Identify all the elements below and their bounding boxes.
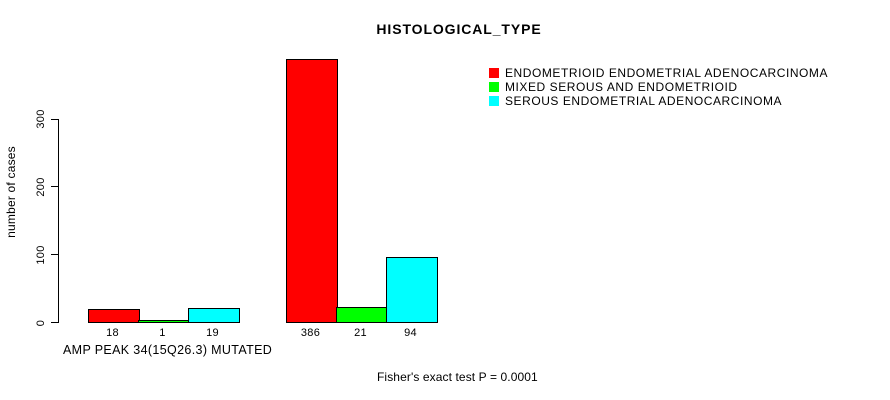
- y-axis-tick: [51, 254, 58, 256]
- y-axis-tick: [51, 118, 58, 120]
- bar: [285, 59, 338, 323]
- annotation-pvalue: Fisher's exact test P = 0.0001: [377, 370, 538, 384]
- legend-swatch-icon: [489, 68, 499, 78]
- legend-item: MIXED SEROUS AND ENDOMETRIOID: [489, 80, 828, 94]
- legend-swatch-icon: [489, 82, 499, 92]
- bar: [385, 257, 438, 323]
- y-axis-tick: [51, 186, 58, 188]
- chart-title: HISTOLOGICAL_TYPE: [376, 21, 542, 37]
- bar: [187, 308, 240, 323]
- x-axis-label: AMP PEAK 34(15Q26.3) MUTATED: [63, 343, 273, 357]
- y-axis-tick-label: 200: [35, 177, 47, 197]
- bar-value-label: 21: [354, 327, 367, 339]
- legend-item: ENDOMETRIOID ENDOMETRIAL ADENOCARCINOMA: [489, 66, 828, 80]
- bar: [137, 320, 190, 323]
- legend-label: SEROUS ENDOMETRIAL ADENOCARCINOMA: [505, 94, 783, 108]
- y-axis-line: [58, 118, 59, 323]
- bar-value-label: 1: [159, 327, 166, 339]
- bar-value-label: 94: [404, 327, 417, 339]
- bar: [87, 308, 140, 323]
- y-axis-label: number of cases: [4, 146, 18, 238]
- bar-value-label: 19: [206, 327, 219, 339]
- bar-value-label: 18: [106, 327, 119, 339]
- y-axis-tick-label: 100: [35, 245, 47, 265]
- bar-value-label: 386: [300, 327, 321, 339]
- legend-label: ENDOMETRIOID ENDOMETRIAL ADENOCARCINOMA: [505, 66, 829, 80]
- bar: [335, 306, 388, 323]
- legend-item: SEROUS ENDOMETRIAL ADENOCARCINOMA: [489, 94, 828, 108]
- y-axis-tick: [51, 322, 58, 323]
- legend-swatch-icon: [489, 96, 499, 106]
- legend-label: MIXED SEROUS AND ENDOMETRIOID: [505, 80, 738, 94]
- legend: ENDOMETRIOID ENDOMETRIAL ADENOCARCINOMA M…: [489, 66, 828, 108]
- y-axis-tick-label: 0: [35, 319, 47, 326]
- y-axis-tick-label: 300: [35, 109, 47, 129]
